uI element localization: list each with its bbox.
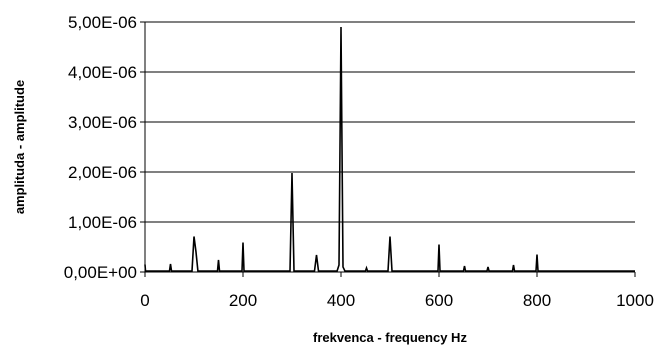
y-tick-label: 3,00E-06 [68, 113, 137, 132]
y-axis-title: amplituda - amplitude [12, 80, 27, 214]
x-tick-label: 600 [425, 291, 453, 310]
x-tick-label: 800 [523, 291, 551, 310]
x-axis-title: frekvenca - frequency Hz [313, 330, 467, 345]
y-tick-labels: 0,00E+00 1,00E-06 2,00E-06 3,00E-06 4,00E-06… [64, 13, 145, 282]
y-tick-label: 2,00E-06 [68, 163, 137, 182]
x-tick-label: 0 [140, 291, 149, 310]
y-tick-label: 4,00E-06 [68, 63, 137, 82]
x-tick-label: 400 [327, 291, 355, 310]
y-tick-label: 0,00E+00 [64, 263, 137, 282]
series-line [144, 26, 635, 272]
y-tick-label: 1,00E-06 [68, 213, 137, 232]
gridlines [145, 21, 635, 223]
y-tick-label: 5,00E-06 [68, 13, 137, 32]
series-group [144, 26, 635, 272]
x-tick-label: 200 [229, 291, 257, 310]
x-tick-label: 1000 [616, 291, 654, 310]
x-tick-labels: 0 200 400 600 800 1000 [140, 272, 654, 310]
